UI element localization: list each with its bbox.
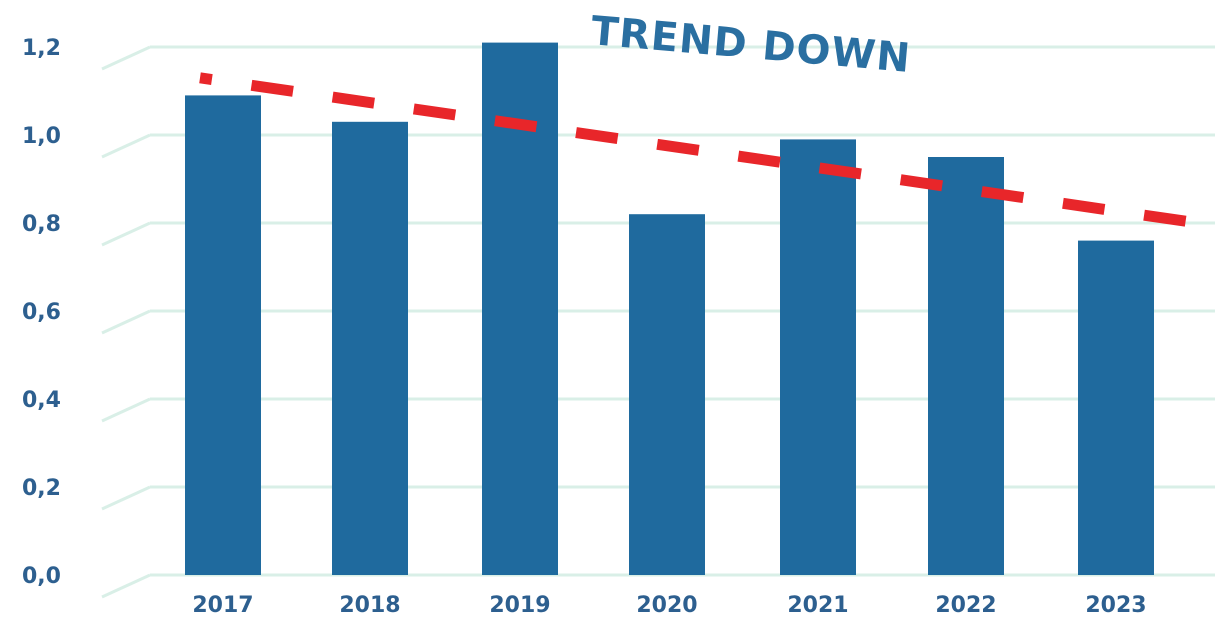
grid-line-corner [101,133,151,159]
bars [185,42,1154,576]
y-tick-label: 0,4 [22,388,61,413]
x-tick-label: 2022 [935,593,996,618]
x-tick-label: 2020 [636,593,697,618]
bar-2023 [1078,240,1154,575]
trend-line [199,72,1199,229]
bar-2017 [185,95,261,576]
grid-line-corner [101,221,151,247]
bar-2019 [482,42,558,576]
bar-2022 [928,157,1004,575]
bar-2020 [629,214,705,575]
x-axis-ticks: 2017 2018 2019 2020 2021 2022 2023 [192,593,1146,618]
grid-line-corner [101,45,151,71]
trend-annotation: TREND DOWN [589,8,913,82]
trend-line-group [199,72,1199,229]
x-tick-label: 2017 [192,593,253,618]
bar-2021 [780,139,856,575]
y-tick-label: 1,2 [22,36,61,61]
y-tick-label: 0,2 [22,476,61,501]
x-tick-label: 2021 [787,593,848,618]
x-tick-label: 2019 [489,593,550,618]
x-tick-label: 2023 [1085,593,1146,618]
y-axis-ticks: 0,0 0,2 0,4 0,6 0,8 1,0 1,2 [22,36,61,589]
grid-line-corner [101,397,151,423]
grid-line-corner [101,573,151,599]
grid-line-corner [101,309,151,335]
bar-2018 [332,121,408,576]
y-tick-label: 0,0 [22,564,61,589]
x-tick-label: 2018 [339,593,400,618]
y-tick-label: 0,8 [22,212,61,237]
grid-line-corner [101,485,151,511]
y-tick-label: 1,0 [22,124,61,149]
y-tick-label: 0,6 [22,300,61,325]
